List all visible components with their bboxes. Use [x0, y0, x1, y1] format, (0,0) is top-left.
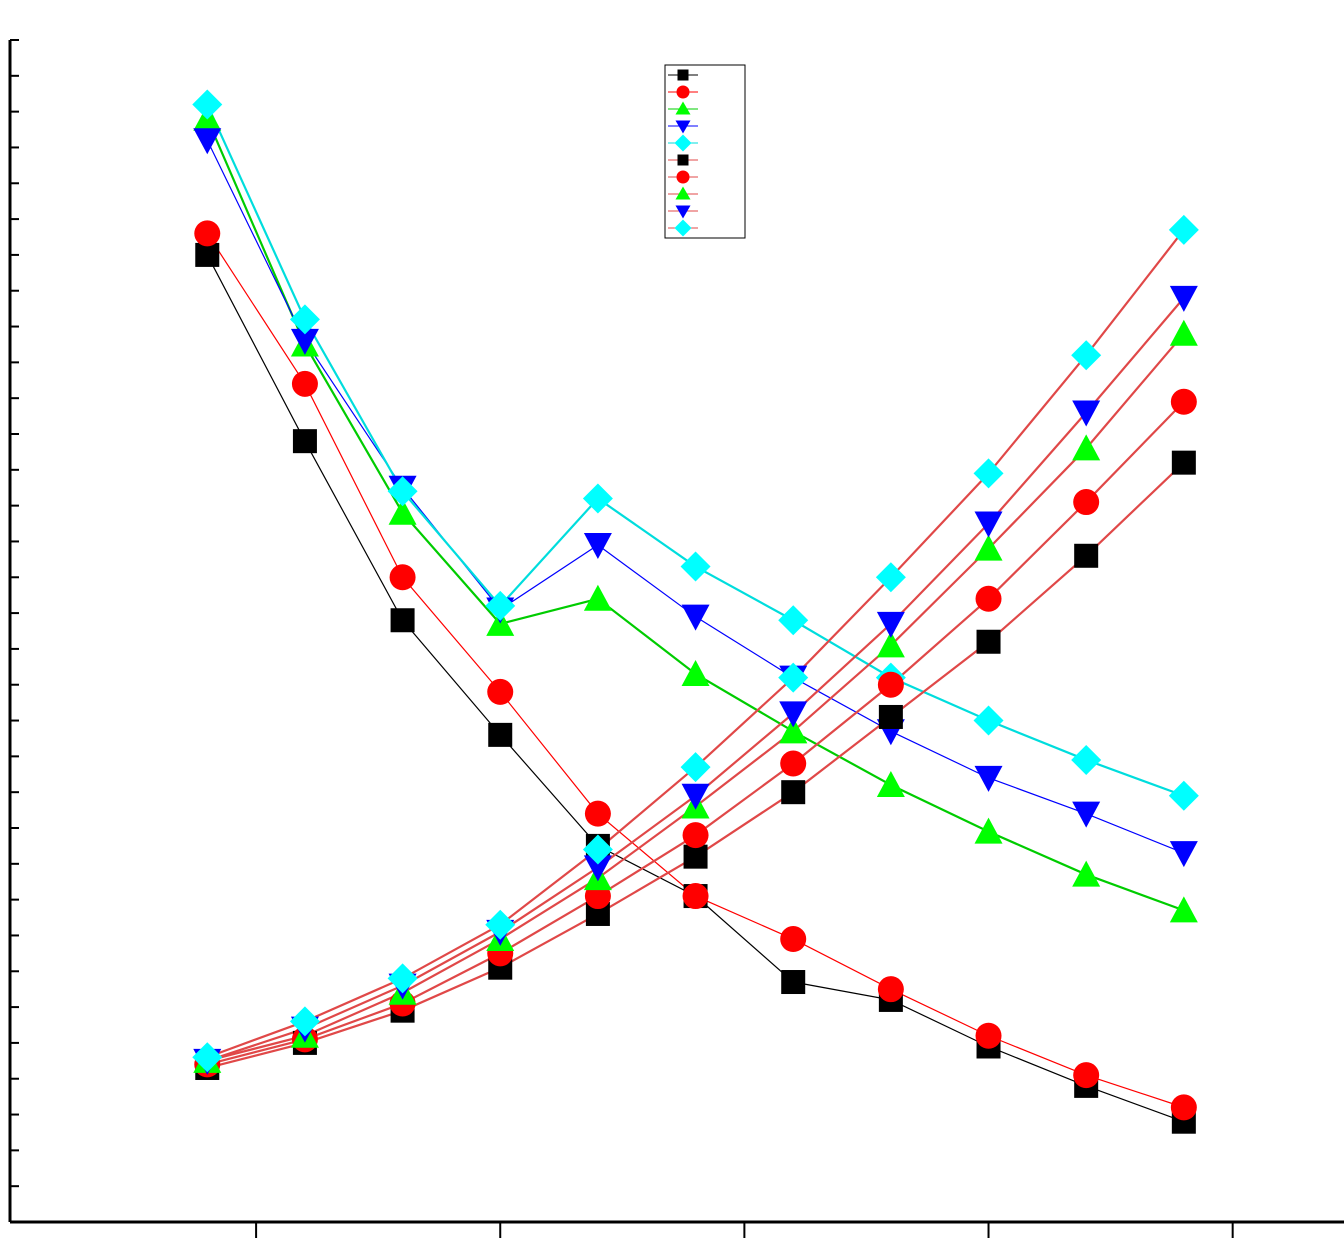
marker — [681, 659, 710, 686]
marker — [778, 662, 809, 693]
legend-symbol — [676, 170, 690, 184]
marker — [1072, 801, 1101, 828]
marker — [974, 534, 1003, 561]
legend-symbol — [675, 205, 691, 219]
marker — [974, 511, 1003, 538]
marker — [1168, 214, 1199, 245]
marker — [681, 604, 710, 631]
marker — [583, 533, 612, 560]
marker — [974, 765, 1003, 792]
marker — [195, 242, 220, 267]
marker — [876, 611, 905, 638]
marker — [878, 704, 903, 729]
marker — [877, 976, 904, 1003]
marker — [584, 800, 611, 827]
legend-symbol — [677, 154, 689, 166]
marker — [582, 834, 613, 865]
marker — [1169, 841, 1198, 868]
marker — [1169, 896, 1198, 923]
marker — [1071, 744, 1102, 775]
marker — [973, 705, 1004, 736]
marker — [388, 498, 417, 525]
series-line — [206, 254, 1185, 1123]
marker — [781, 780, 806, 805]
marker — [289, 304, 320, 335]
legend-symbol — [677, 69, 689, 81]
marker — [975, 1022, 1002, 1049]
marker — [1168, 780, 1199, 811]
legend-symbol — [674, 219, 692, 237]
marker — [389, 564, 416, 591]
marker — [780, 926, 807, 953]
marker — [1072, 400, 1101, 427]
marker — [973, 458, 1004, 489]
marker — [193, 128, 222, 155]
marker — [681, 783, 710, 810]
marker — [680, 551, 711, 582]
series-line — [206, 229, 1185, 1059]
marker — [1170, 388, 1197, 415]
marker — [583, 584, 612, 611]
marker — [1073, 1062, 1100, 1089]
marker — [1072, 434, 1101, 461]
marker — [485, 590, 516, 621]
legend-symbol — [675, 101, 691, 115]
marker — [779, 717, 808, 744]
marker — [1171, 450, 1196, 475]
marker — [1169, 285, 1198, 312]
marker — [778, 605, 809, 636]
marker — [975, 585, 1002, 612]
marker — [387, 963, 418, 994]
marker — [682, 883, 709, 910]
marker — [292, 429, 317, 454]
series-line — [206, 400, 1185, 1066]
marker — [976, 629, 1001, 654]
marker — [1170, 1094, 1197, 1121]
series-line — [206, 332, 1185, 1062]
marker — [876, 631, 905, 658]
marker — [1169, 319, 1198, 346]
marker — [1074, 543, 1099, 568]
marker — [192, 89, 223, 120]
marker — [291, 370, 318, 397]
marker — [194, 220, 221, 247]
marker — [390, 608, 415, 633]
marker — [289, 1006, 320, 1037]
marker — [683, 844, 708, 869]
legend-symbol — [676, 85, 690, 99]
legend-symbol — [674, 134, 692, 152]
marker — [1072, 860, 1101, 887]
legend-symbol — [675, 186, 691, 200]
marker — [192, 1042, 223, 1073]
marker — [487, 678, 514, 705]
marker — [781, 970, 806, 995]
marker — [877, 671, 904, 698]
legend-symbol — [675, 120, 691, 134]
marker — [876, 771, 905, 798]
marker — [1071, 340, 1102, 371]
marker — [387, 476, 418, 507]
marker — [485, 909, 516, 940]
marker — [779, 701, 808, 728]
marker — [583, 855, 612, 882]
marker — [682, 822, 709, 849]
marker — [974, 817, 1003, 844]
series-line — [206, 140, 1185, 854]
marker — [875, 562, 906, 593]
marker — [488, 722, 513, 747]
marker — [1073, 489, 1100, 516]
marker — [780, 750, 807, 777]
marker — [582, 483, 613, 514]
marker — [680, 752, 711, 783]
marker — [290, 328, 319, 355]
